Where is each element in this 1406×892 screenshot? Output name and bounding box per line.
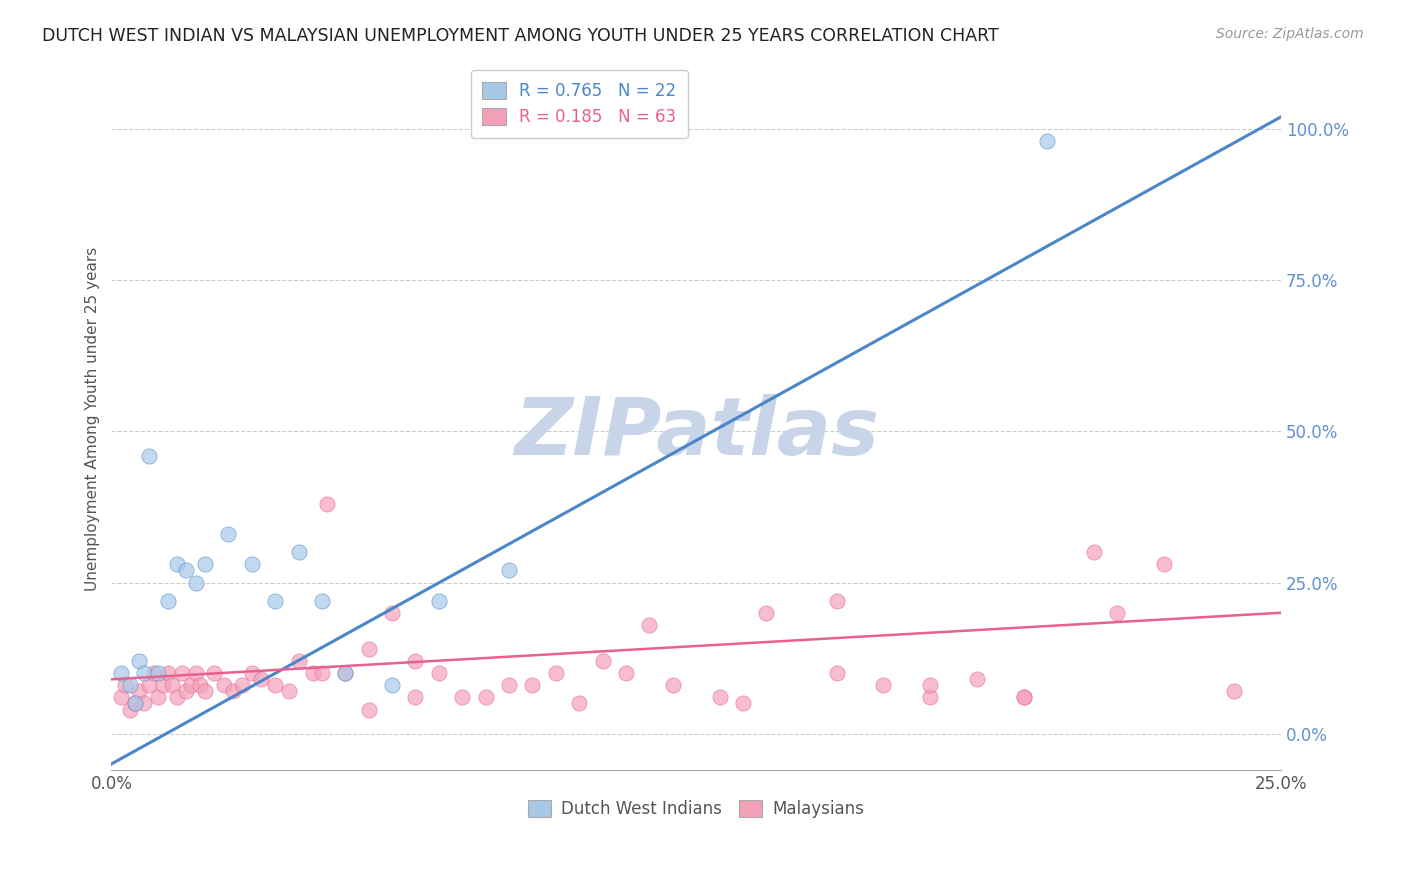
Point	[405, 690, 427, 705]
Point	[311, 666, 333, 681]
Point	[202, 666, 225, 681]
Point	[405, 654, 427, 668]
Point	[240, 666, 263, 681]
Point	[124, 697, 146, 711]
Point	[120, 702, 142, 716]
Point	[522, 678, 544, 692]
Point	[357, 702, 380, 716]
Point	[1036, 134, 1059, 148]
Point	[1107, 606, 1129, 620]
Point	[152, 678, 174, 692]
Point	[128, 654, 150, 668]
Point	[174, 564, 197, 578]
Y-axis label: Unemployment Among Youth under 25 years: Unemployment Among Youth under 25 years	[86, 247, 100, 591]
Point	[110, 690, 132, 705]
Point	[731, 697, 754, 711]
Point	[142, 666, 165, 681]
Point	[451, 690, 474, 705]
Point	[474, 690, 496, 705]
Point	[156, 666, 179, 681]
Point	[381, 606, 404, 620]
Point	[825, 593, 848, 607]
Point	[134, 697, 156, 711]
Point	[335, 666, 357, 681]
Point	[217, 527, 239, 541]
Point	[134, 666, 156, 681]
Point	[301, 666, 323, 681]
Point	[427, 666, 450, 681]
Point	[174, 684, 197, 698]
Text: ZIPatlas: ZIPatlas	[513, 394, 879, 472]
Point	[222, 684, 245, 698]
Point	[148, 690, 170, 705]
Point	[311, 593, 333, 607]
Point	[148, 666, 170, 681]
Point	[966, 673, 988, 687]
Point	[662, 678, 685, 692]
Point	[138, 678, 160, 692]
Point	[194, 558, 217, 572]
Point	[1012, 690, 1035, 705]
Point	[614, 666, 637, 681]
Point	[315, 497, 337, 511]
Point	[170, 666, 193, 681]
Point	[709, 690, 731, 705]
Point	[638, 618, 661, 632]
Point	[568, 697, 591, 711]
Point	[592, 654, 614, 668]
Point	[278, 684, 301, 698]
Point	[184, 575, 207, 590]
Point	[124, 697, 146, 711]
Point	[212, 678, 235, 692]
Point	[1083, 545, 1105, 559]
Point	[166, 558, 188, 572]
Point	[335, 666, 357, 681]
Point	[264, 593, 287, 607]
Point	[872, 678, 894, 692]
Point	[427, 593, 450, 607]
Legend: Dutch West Indians, Malaysians: Dutch West Indians, Malaysians	[522, 793, 870, 825]
Point	[1223, 684, 1246, 698]
Point	[825, 666, 848, 681]
Point	[755, 606, 778, 620]
Point	[544, 666, 567, 681]
Text: DUTCH WEST INDIAN VS MALAYSIAN UNEMPLOYMENT AMONG YOUTH UNDER 25 YEARS CORRELATI: DUTCH WEST INDIAN VS MALAYSIAN UNEMPLOYM…	[42, 27, 998, 45]
Point	[231, 678, 253, 692]
Point	[188, 678, 211, 692]
Point	[498, 564, 520, 578]
Point	[128, 684, 150, 698]
Text: Source: ZipAtlas.com: Source: ZipAtlas.com	[1216, 27, 1364, 41]
Point	[287, 654, 309, 668]
Point	[498, 678, 520, 692]
Point	[194, 684, 217, 698]
Point	[166, 690, 188, 705]
Point	[184, 666, 207, 681]
Point	[160, 678, 183, 692]
Point	[240, 558, 263, 572]
Point	[138, 449, 160, 463]
Point	[156, 593, 179, 607]
Point	[287, 545, 309, 559]
Point	[1012, 690, 1035, 705]
Point	[357, 642, 380, 657]
Point	[381, 678, 404, 692]
Point	[114, 678, 136, 692]
Point	[264, 678, 287, 692]
Point	[110, 666, 132, 681]
Point	[120, 678, 142, 692]
Point	[180, 678, 202, 692]
Point	[920, 678, 942, 692]
Point	[1153, 558, 1175, 572]
Point	[250, 673, 273, 687]
Point	[920, 690, 942, 705]
